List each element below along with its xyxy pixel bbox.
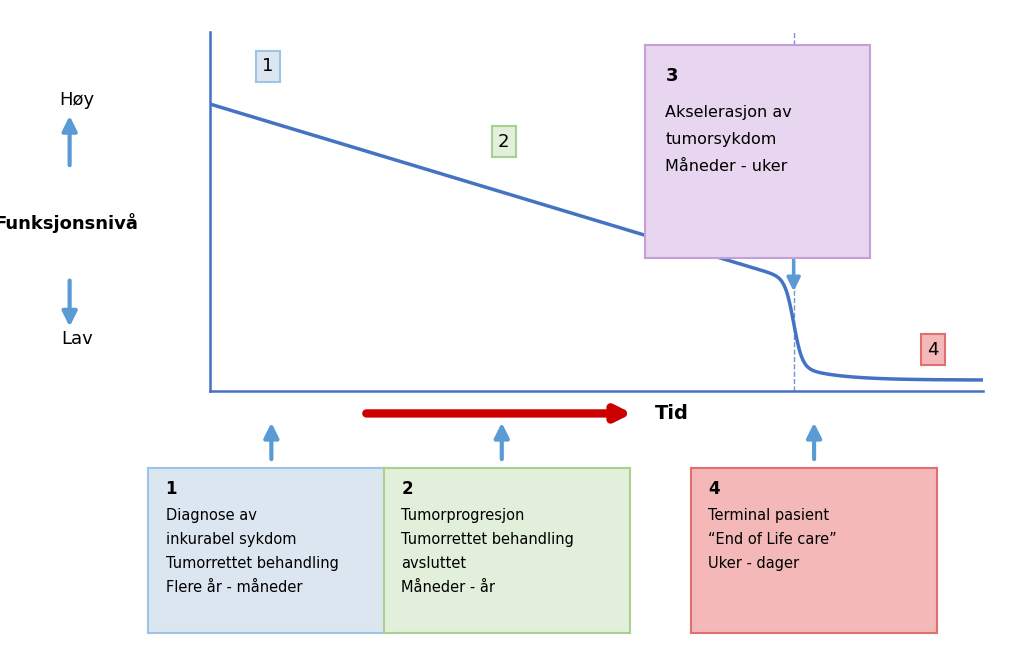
Text: Diagnose av
inkurabel sykdom
Tumorrettet behandling
Flere år - måneder: Diagnose av inkurabel sykdom Tumorrettet… bbox=[166, 508, 339, 595]
Text: 4: 4 bbox=[709, 480, 720, 498]
Text: Funksjonsnivå: Funksjonsnivå bbox=[0, 213, 138, 233]
Text: 3: 3 bbox=[666, 67, 678, 85]
Text: Akselerasjon av
tumorsykdom
Måneder - uker: Akselerasjon av tumorsykdom Måneder - uk… bbox=[666, 105, 793, 174]
Text: 3: 3 bbox=[711, 208, 722, 226]
Text: Tumorprogresjon
Tumorrettet behandling
avsluttet
Måneder - år: Tumorprogresjon Tumorrettet behandling a… bbox=[401, 508, 574, 595]
Text: Lav: Lav bbox=[60, 330, 93, 348]
Text: 2: 2 bbox=[401, 480, 413, 498]
Text: 1: 1 bbox=[166, 480, 177, 498]
Text: 1: 1 bbox=[262, 57, 273, 76]
Text: Tid: Tid bbox=[655, 404, 689, 423]
Text: Terminal pasient
“End of Life care”
Uker - dager: Terminal pasient “End of Life care” Uker… bbox=[709, 508, 838, 571]
Text: 4: 4 bbox=[927, 340, 939, 359]
Text: 2: 2 bbox=[498, 132, 510, 151]
Text: Høy: Høy bbox=[59, 91, 94, 109]
